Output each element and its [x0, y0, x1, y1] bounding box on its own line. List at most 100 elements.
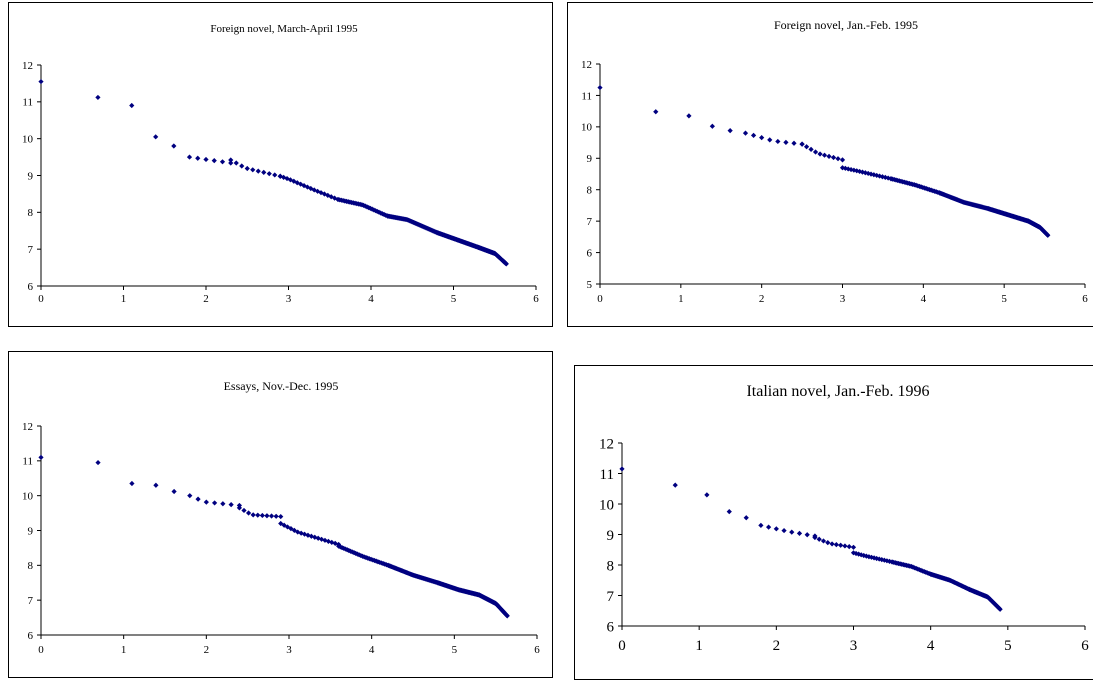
data-point — [321, 191, 328, 197]
chart-title: Foreign novel, Jan.-Feb. 1995 — [774, 18, 918, 32]
y-tick-label: 9 — [587, 153, 593, 165]
chart-title: Essays, Nov.-Dec. 1995 — [224, 379, 339, 393]
x-tick-label: 2 — [759, 293, 765, 305]
chart-panel-italian-novel-jan-feb-1996: Italian novel, Jan.-Feb. 1996 0 1 2 3 4 5 6 6 7 8 9… — [574, 365, 1093, 680]
data-point — [812, 149, 819, 155]
data-point — [766, 524, 772, 530]
x-tick-label: 1 — [121, 644, 127, 656]
data-point — [261, 169, 267, 175]
data-point — [153, 134, 159, 140]
x-tick-label: 6 — [534, 644, 540, 656]
data-point — [503, 261, 509, 267]
data-point — [876, 556, 882, 562]
data-point — [153, 482, 159, 488]
data-point — [817, 151, 823, 157]
chart-title: Italian novel, Jan.-Feb. 1996 — [746, 383, 929, 400]
data-point — [804, 532, 810, 538]
data-point — [308, 185, 314, 192]
x-tick-label: 3 — [840, 293, 846, 305]
data-point — [865, 170, 871, 177]
data-point — [850, 544, 857, 550]
y-tick-label: 7 — [28, 595, 34, 607]
data-point — [791, 140, 797, 146]
data-point — [781, 527, 787, 534]
data-point — [597, 84, 603, 91]
data-point — [857, 168, 863, 175]
data-point — [203, 499, 209, 505]
x-tick-label: 5 — [1004, 638, 1012, 654]
data-point — [853, 550, 859, 557]
data-point — [228, 160, 234, 166]
data-point — [839, 157, 846, 163]
data-point — [726, 509, 732, 515]
data-point — [821, 152, 828, 158]
data-point — [862, 170, 868, 176]
x-tick-label: 3 — [850, 638, 858, 654]
y-tick-label: 5 — [587, 279, 593, 291]
data-point — [743, 515, 749, 521]
y-tick-label: 6 — [587, 247, 593, 259]
data-point — [742, 130, 749, 136]
chart-panel-foreign-novel-jan-feb-1995: Foreign novel, Jan.-Feb. 1995 0 1 2 3 4 5 6 5 6 7 8… — [567, 2, 1093, 327]
data-point — [803, 144, 810, 150]
y-tick-label: 7 — [607, 589, 615, 605]
chart-panel-foreign-novel-mar-apr-1995: Foreign novel, March-April 1995 0 1 2 3 4 5 6 6 7… — [8, 2, 553, 327]
data-point — [255, 168, 261, 174]
x-tick-label: 4 — [927, 638, 935, 654]
data-point — [653, 109, 659, 115]
y-tick-label: 11 — [22, 456, 33, 468]
y-tick-label: 10 — [599, 497, 614, 513]
data-point — [816, 536, 822, 542]
x-tick-label: 3 — [286, 644, 292, 656]
data-point — [871, 172, 877, 178]
x-tick-label: 5 — [1001, 293, 1007, 305]
data-point — [709, 123, 715, 129]
y-tick-label: 10 — [22, 134, 34, 146]
data-point — [295, 529, 301, 535]
data-point — [727, 128, 733, 134]
data-point — [796, 530, 803, 537]
data-point — [287, 177, 294, 183]
data-point — [291, 178, 297, 184]
data-point — [866, 554, 872, 560]
data-point — [504, 613, 510, 619]
y-tick-label: 7 — [587, 216, 593, 228]
data-point — [250, 167, 256, 173]
y-tick-label: 7 — [28, 244, 34, 256]
data-point — [95, 94, 101, 101]
data-point — [95, 459, 101, 466]
data-point — [773, 526, 779, 532]
data-point — [212, 500, 218, 506]
y-tick-label: 11 — [600, 467, 614, 483]
x-tick-label: 4 — [368, 293, 374, 305]
chart-title: Foreign novel, March-April 1995 — [210, 23, 358, 35]
data-point — [759, 135, 765, 141]
data-point — [775, 138, 781, 145]
y-tick-label: 8 — [28, 207, 34, 219]
y-tick-label: 6 — [28, 630, 34, 642]
data-point — [830, 154, 837, 161]
data-point — [854, 168, 860, 174]
data-point — [38, 454, 44, 460]
data-point — [328, 194, 334, 200]
x-tick-label: 0 — [618, 638, 626, 654]
x-tick-label: 4 — [369, 644, 375, 656]
y-tick-label: 8 — [28, 560, 34, 572]
data-point — [850, 550, 857, 556]
data-point — [264, 513, 270, 519]
data-point — [195, 155, 201, 161]
y-tick-label: 12 — [599, 436, 614, 452]
data-point — [278, 513, 284, 520]
y-tick-label: 12 — [581, 59, 592, 71]
x-tick-label: 0 — [597, 293, 603, 305]
x-tick-label: 1 — [695, 638, 703, 654]
data-point — [835, 156, 841, 162]
data-point — [833, 541, 839, 548]
data-point — [845, 166, 851, 172]
x-tick-label: 4 — [921, 293, 927, 305]
y-tick-label: 12 — [22, 421, 33, 433]
data-point — [619, 466, 625, 472]
data-point — [186, 154, 193, 160]
data-point — [241, 507, 247, 514]
